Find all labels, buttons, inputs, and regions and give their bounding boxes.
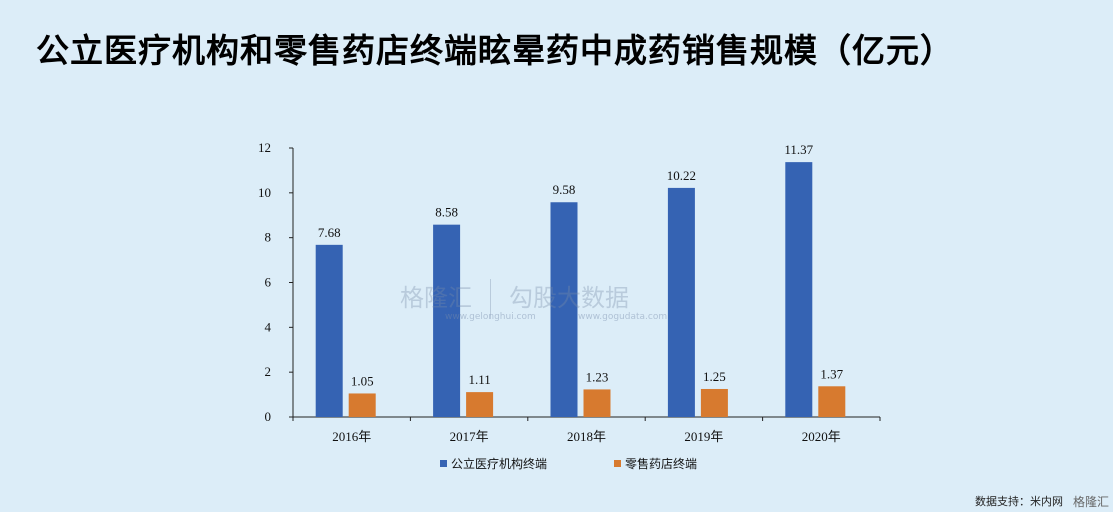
bar-public <box>667 187 695 417</box>
x-tick-label: 2017年 <box>450 429 489 444</box>
watermark: 格隆汇 勾股大数据 <box>400 278 629 319</box>
bar-retail <box>700 388 728 417</box>
watermark-left-sub: www.gelonghui.com <box>445 312 536 322</box>
x-axis: 2016年 2017年 2018年 2019年 2020年 <box>292 416 881 444</box>
data-label: 1.37 <box>820 366 843 381</box>
data-label: 1.05 <box>351 373 374 388</box>
bar-retail <box>818 386 846 417</box>
y-tick-label: 10 <box>258 185 271 200</box>
bar-retail <box>466 392 494 417</box>
data-label: 1.23 <box>586 369 609 384</box>
legend-label: 公立医疗机构终端 <box>451 456 547 471</box>
bar-public <box>315 244 343 417</box>
x-tick-label: 2020年 <box>802 429 841 444</box>
y-axis: 0 2 4 6 8 10 12 <box>258 140 294 424</box>
legend-swatch <box>440 460 447 467</box>
bar-public <box>433 224 461 417</box>
legend-label: 零售药店终端 <box>625 456 697 471</box>
x-tick-label: 2018年 <box>567 429 606 444</box>
data-label: 1.25 <box>703 369 726 384</box>
data-label: 8.58 <box>435 205 458 220</box>
watermark-right-sub: www.gogudata.com <box>578 312 668 322</box>
bars: 7.68 8.58 9.58 10.22 11.37 1.05 1.11 1.23 1.25 1.… <box>315 142 846 417</box>
legend: 公立医疗机构终端 零售药店终端 <box>440 456 697 471</box>
y-tick-label: 12 <box>258 140 271 155</box>
bar-public <box>550 202 578 417</box>
brand-logo-text: 格隆汇 <box>1072 495 1109 509</box>
bar-public <box>785 162 813 417</box>
y-tick-label: 2 <box>265 364 272 379</box>
bar-retail <box>583 389 611 417</box>
data-label: 1.11 <box>468 372 490 387</box>
page-title: 公立医疗机构和零售药店终端眩晕药中成药销售规模（亿元） <box>36 31 954 70</box>
watermark-right-text: 勾股大数据 <box>509 284 629 312</box>
bar-retail <box>348 393 376 417</box>
data-label: 10.22 <box>667 168 696 183</box>
watermark-left-text: 格隆汇 <box>400 284 472 312</box>
legend-swatch <box>614 460 621 467</box>
x-tick-label: 2016年 <box>332 429 371 444</box>
y-tick-label: 8 <box>265 230 272 245</box>
y-tick-label: 4 <box>265 319 272 334</box>
data-label: 11.37 <box>784 142 813 157</box>
data-label: 7.68 <box>318 225 341 240</box>
data-label: 9.58 <box>553 182 576 197</box>
y-tick-label: 0 <box>265 409 272 424</box>
source-note: 数据支持：米内网 <box>975 495 1063 508</box>
x-tick-label: 2019年 <box>684 429 723 444</box>
y-tick-label: 6 <box>265 275 272 290</box>
